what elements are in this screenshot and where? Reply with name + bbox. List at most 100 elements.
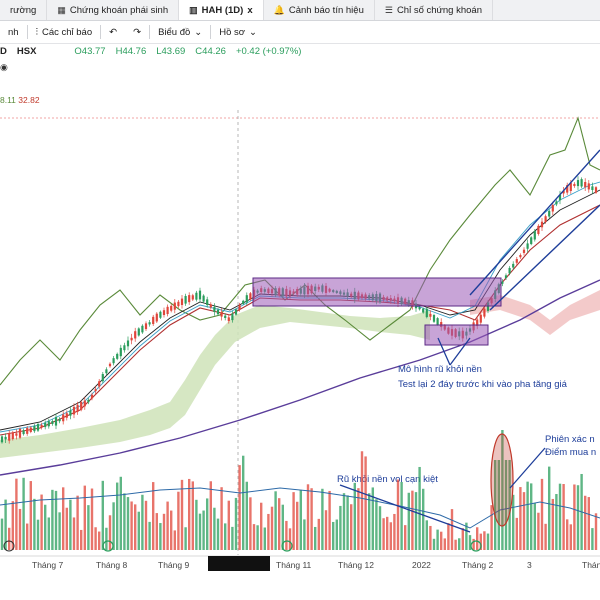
volume-bar: [566, 519, 569, 550]
volume-bar: [386, 516, 389, 550]
candle-body: [216, 309, 220, 315]
toolbar-divider: [100, 25, 102, 39]
candle-body: [206, 299, 209, 306]
grid-icon: ▦: [57, 4, 66, 15]
candle-body: [191, 295, 194, 300]
candle-body: [44, 422, 47, 428]
candle-body: [69, 410, 72, 416]
volume-bar: [242, 455, 245, 550]
candle-body: [566, 185, 569, 193]
candle-body: [591, 186, 594, 191]
chart-type-dropdown[interactable]: Biểu đồ ⌄: [150, 21, 210, 43]
toolbar-divider: [210, 25, 212, 39]
volume-bar: [576, 485, 580, 550]
volume-bar: [65, 507, 68, 550]
volume-bar: [465, 522, 468, 550]
candle-body: [173, 302, 176, 310]
volume-bar: [317, 518, 320, 550]
volume-bar: [72, 517, 76, 550]
candle-body: [224, 315, 227, 318]
volume-bar: [364, 456, 367, 550]
volume-bar: [26, 523, 29, 550]
volume-bar: [224, 523, 227, 550]
lagging-span-line: [0, 116, 600, 386]
candle-body: [555, 201, 558, 205]
candle-body: [220, 312, 223, 317]
candle-body: [422, 308, 425, 313]
candle-body: [116, 353, 119, 359]
volume-bar: [418, 466, 421, 550]
candle-body: [126, 340, 130, 347]
redo-button[interactable]: ↷: [125, 21, 149, 43]
volume-bar: [238, 465, 241, 550]
candle-body: [227, 317, 230, 322]
candle-body: [245, 295, 248, 303]
tab-market[interactable]: rường: [0, 0, 48, 20]
signal-marker-4[interactable]: [470, 540, 482, 552]
candle-body: [65, 413, 68, 418]
signal-marker-3[interactable]: [281, 540, 293, 552]
volume-bar: [486, 533, 490, 550]
volume-bar: [62, 487, 65, 550]
tab-derivatives[interactable]: ▦ Chứng khoán phái sinh: [47, 0, 180, 20]
price-chart[interactable]: Mô hình rũ khỏi nền Test lại 2 đáy trước…: [0, 110, 600, 600]
volume-bar: [274, 491, 277, 550]
candle-body: [33, 425, 36, 432]
tab-hah-chart[interactable]: ▥ HAH (1D) x: [179, 0, 264, 20]
volume-bar: [54, 490, 58, 550]
candle-body: [123, 345, 126, 351]
volume-bar: [512, 494, 515, 550]
tab-signal-alerts[interactable]: 🔔 Cảnh báo tín hiệu: [264, 0, 375, 20]
volume-bar: [33, 498, 36, 550]
candle-body: [573, 183, 576, 187]
candle-body: [238, 305, 241, 310]
profile-dropdown[interactable]: Hồ sơ ⌄: [211, 21, 265, 43]
candle-body: [22, 430, 25, 435]
volume-bar: [310, 488, 313, 550]
candle-body: [155, 313, 158, 322]
volume-bar: [278, 498, 281, 550]
candle-body: [540, 221, 544, 228]
volume-bar: [540, 478, 544, 550]
candle-body: [159, 311, 162, 318]
candle-body: [544, 216, 547, 222]
candle-body: [483, 308, 486, 317]
volume-bar: [501, 430, 504, 550]
candle-body: [137, 328, 140, 336]
candle-body: [580, 179, 583, 187]
volume-bar: [116, 482, 119, 550]
volume-bar: [530, 483, 533, 550]
candle-body: [213, 306, 216, 312]
candle-body: [108, 363, 112, 367]
undo-button[interactable]: ↶: [101, 21, 125, 43]
redacted-axis-label: [208, 556, 270, 571]
close-icon[interactable]: x: [247, 4, 253, 16]
volume-bar: [497, 460, 500, 550]
volume-bar: [270, 506, 274, 550]
volume-bar: [101, 480, 104, 550]
candle-body: [76, 404, 79, 412]
candle-body: [166, 306, 169, 315]
volume-bar: [342, 493, 346, 550]
volume-bar: [90, 488, 94, 550]
volume-bar: [468, 535, 472, 550]
ichimoku-cloud-green: [0, 305, 430, 458]
arrow-bottom-2: [449, 337, 471, 366]
volume-bar: [519, 487, 522, 550]
chevron-down-icon: ⌄: [194, 26, 203, 38]
indicators-button[interactable]: ⫶ Các chỉ báo: [28, 21, 101, 43]
candle-body: [188, 295, 191, 303]
signal-marker-2[interactable]: [102, 540, 114, 552]
visibility-icon[interactable]: ◉: [0, 62, 8, 72]
volume-bar: [450, 509, 454, 550]
volume-bar: [148, 521, 151, 550]
volume-bar: [396, 479, 400, 550]
x-axis-label: Tháng 7: [32, 560, 63, 570]
volume-bar: [8, 527, 11, 550]
volume-bar: [526, 481, 529, 550]
candle-body: [152, 316, 155, 325]
volume-bar: [191, 481, 194, 550]
signal-marker-1[interactable]: [3, 540, 15, 552]
tab-stock-index[interactable]: ☰ Chỉ số chứng khoán: [375, 0, 493, 20]
toolbar-left-item[interactable]: nh: [0, 21, 27, 43]
